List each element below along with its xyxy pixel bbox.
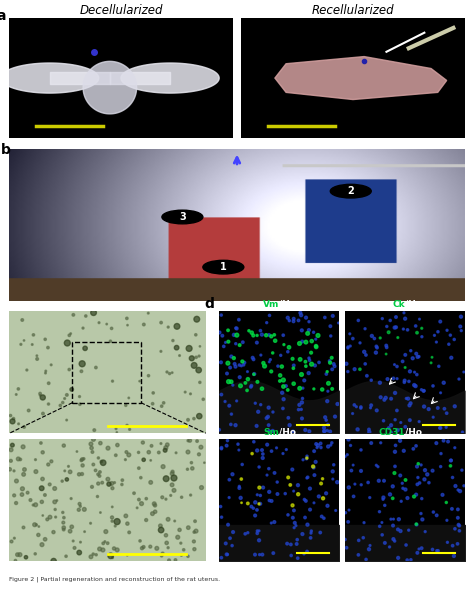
Polygon shape: [121, 63, 219, 93]
Point: [338, 430, 346, 439]
Point: [114, 207, 121, 217]
Point: [388, 194, 395, 204]
Point: [348, 165, 356, 175]
Point: [368, 118, 375, 127]
Point: [352, 435, 359, 445]
Text: b: b: [0, 143, 10, 157]
Point: [131, 260, 139, 270]
Point: [407, 81, 414, 91]
Point: [254, 460, 261, 470]
Title: Recellularized: Recellularized: [312, 4, 394, 17]
Text: Ck: Ck: [392, 300, 405, 309]
Point: [428, 297, 435, 307]
Point: [439, 31, 447, 41]
Text: Figure 2 | Partial regeneration and reconstruction of the rat uterus.: Figure 2 | Partial regeneration and reco…: [9, 577, 220, 582]
Point: [472, 188, 474, 198]
Point: [371, 181, 378, 191]
Point: [431, 139, 439, 149]
Circle shape: [162, 210, 203, 224]
Point: [187, 282, 194, 292]
Point: [123, 317, 130, 327]
Point: [447, 116, 455, 126]
Polygon shape: [83, 61, 137, 114]
Point: [148, 287, 156, 297]
Point: [345, 435, 352, 444]
Point: [336, 335, 343, 345]
Point: [383, 7, 390, 17]
Text: 2: 2: [347, 186, 354, 196]
Point: [298, 96, 305, 106]
Point: [329, 79, 337, 89]
Point: [406, 42, 414, 52]
Point: [425, 294, 432, 304]
Text: /Ho: /Ho: [279, 428, 296, 437]
Point: [357, 165, 365, 174]
Point: [472, 96, 474, 106]
Circle shape: [203, 260, 244, 274]
Text: 3: 3: [179, 212, 186, 222]
Point: [278, 161, 286, 171]
Point: [374, 288, 382, 297]
Polygon shape: [275, 56, 447, 100]
Point: [296, 465, 304, 474]
Title: Decellularized: Decellularized: [79, 4, 163, 17]
Point: [231, 190, 239, 200]
Point: [382, 288, 390, 297]
Point: [199, 437, 206, 447]
Point: [333, 165, 340, 174]
Point: [393, 354, 401, 364]
Text: d: d: [205, 297, 215, 311]
Point: [366, 258, 374, 267]
Point: [402, 231, 410, 241]
Point: [458, 102, 466, 112]
Point: [158, 491, 166, 501]
Point: [165, 15, 173, 25]
Text: /Ho: /Ho: [279, 300, 296, 309]
Point: [417, 374, 424, 384]
Text: Sm: Sm: [263, 428, 279, 437]
Point: [289, 0, 297, 9]
Circle shape: [330, 184, 371, 198]
Point: [383, 23, 390, 33]
Point: [296, 16, 304, 26]
Polygon shape: [0, 63, 99, 93]
Text: CD31: CD31: [378, 428, 405, 437]
Text: 1: 1: [220, 262, 227, 272]
Point: [237, 310, 245, 320]
Point: [435, 74, 442, 84]
Point: [407, 56, 415, 65]
Point: [399, 346, 407, 356]
Text: Vm: Vm: [263, 300, 279, 309]
Point: [403, 299, 411, 308]
Point: [176, 437, 184, 447]
Point: [408, 189, 416, 199]
Text: /Ho: /Ho: [405, 300, 422, 309]
Text: /Ho: /Ho: [405, 428, 422, 437]
Point: [141, 235, 148, 245]
Point: [275, 336, 283, 346]
Text: a: a: [0, 9, 6, 23]
